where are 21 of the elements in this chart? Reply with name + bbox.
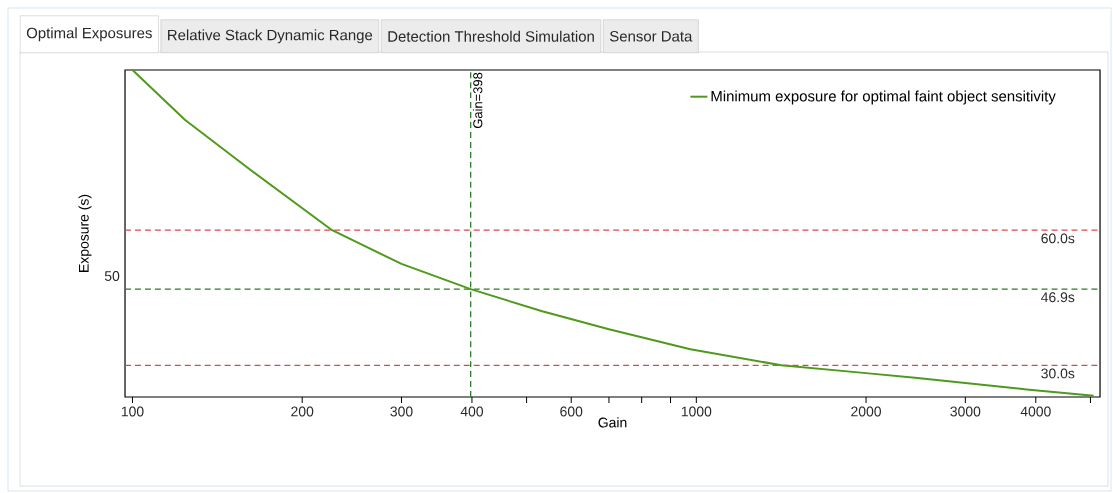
x-tick-label: 1000	[681, 406, 712, 417]
x-tick-label: 300	[390, 406, 413, 417]
ref-line-label: 60.0s	[1041, 233, 1075, 244]
x-tick-label: 4000	[1020, 406, 1051, 417]
x-tick-label: 3000	[950, 406, 981, 417]
legend-label: Minimum exposure for optimal faint object sensitivity	[711, 90, 1056, 105]
ref-line-label: Gain=398	[472, 72, 483, 129]
x-tick-label: 200	[291, 406, 314, 417]
text: Relative Stack Dynamic Range	[168, 29, 373, 44]
x-axis-title: Gain	[598, 417, 627, 428]
x-tick-label: 600	[560, 406, 583, 417]
x-tick-label: 400	[460, 406, 484, 417]
x-tick-label: 100	[121, 406, 144, 417]
text: Sensor Data	[609, 31, 693, 42]
text: 50	[104, 271, 120, 281]
ref-line-label: 46.9s	[1041, 292, 1075, 303]
ref-line-label: 30.0s	[1041, 368, 1075, 379]
x-tick-label: 2000	[851, 406, 881, 417]
y-axis-title: Exposure (s)	[78, 194, 92, 272]
text: Optimal Exposures	[26, 27, 152, 42]
text: Detection Threshold Simulation	[388, 30, 594, 42]
